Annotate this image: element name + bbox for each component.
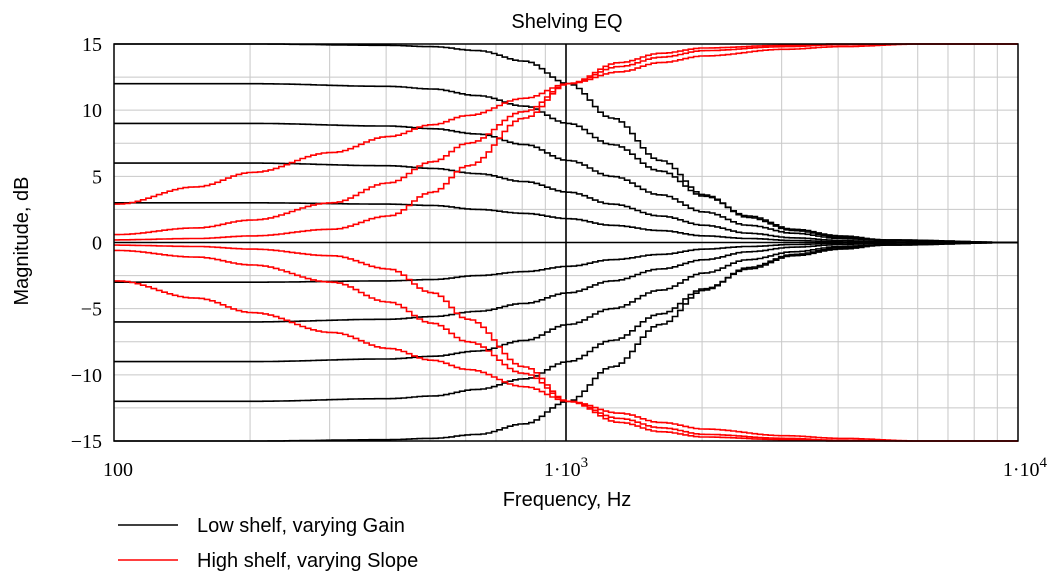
x-tick-label: 100	[103, 459, 133, 481]
y-tick-label: 15	[82, 34, 102, 56]
series-high-shelf-14	[114, 249, 1018, 442]
series-low-shelf-9	[114, 241, 1018, 442]
series-low-shelf-3	[114, 162, 1018, 244]
series-high-shelf-13	[114, 280, 1018, 442]
y-tick-label: −5	[81, 299, 102, 321]
y-tick-label: 5	[92, 166, 102, 188]
y-tick-label: 10	[82, 100, 102, 122]
series-high-shelf-12	[114, 43, 1018, 241]
y-tick-label: −10	[71, 365, 102, 387]
series-low-shelf-7	[114, 241, 1018, 363]
y-axis-label: Magnitude, dB	[11, 177, 33, 306]
chart-title: Shelving EQ	[511, 11, 622, 33]
series-low-shelf-2	[114, 122, 1018, 244]
plot-frame	[113, 43, 1019, 442]
legend: Low shelf, varying Gain High shelf, vary…	[118, 515, 418, 572]
series-low-shelf-6	[114, 241, 1018, 323]
x-tick-labels: 100 1·103 1·104	[103, 455, 1048, 481]
x-tick-label: 1·103	[544, 455, 588, 481]
series-high-shelf-15	[114, 244, 1018, 442]
x-axis-label: Frequency, Hz	[503, 489, 632, 511]
y-tick-label: 0	[92, 233, 102, 255]
x-tick-label: 1·104	[1003, 455, 1048, 481]
series-low-shelf-1	[114, 82, 1018, 244]
series-high-shelf-10	[114, 43, 1018, 205]
y-tick-labels: 15 10 5 0 −5 −10 −15	[71, 34, 102, 453]
series-high-shelf-11	[114, 43, 1018, 236]
series-layer	[114, 43, 1018, 442]
y-tick-label: −15	[71, 431, 102, 453]
legend-label-high-shelf: High shelf, varying Slope	[197, 550, 418, 572]
legend-label-low-shelf: Low shelf, varying Gain	[197, 515, 405, 537]
